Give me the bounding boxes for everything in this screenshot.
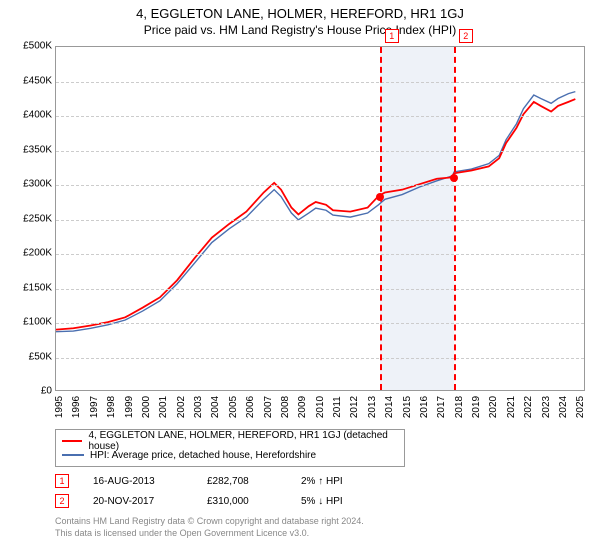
transaction-diff: 2% ↑ HPI bbox=[301, 476, 391, 487]
y-axis-label: £200K bbox=[10, 248, 52, 259]
series-subject bbox=[56, 99, 575, 330]
transaction-price: £310,000 bbox=[207, 496, 277, 507]
y-axis-label: £400K bbox=[10, 110, 52, 121]
transaction-dot bbox=[450, 174, 458, 182]
y-axis-label: £350K bbox=[10, 144, 52, 155]
transaction-number-box: 1 bbox=[55, 474, 69, 488]
y-axis-label: £300K bbox=[10, 179, 52, 190]
chart-title: 4, EGGLETON LANE, HOLMER, HEREFORD, HR1 … bbox=[10, 6, 590, 21]
chart-subtitle: Price paid vs. HM Land Registry's House … bbox=[10, 23, 590, 37]
chart: £0 £50K £100K £150K £200K £250K £300K £350K £400… bbox=[10, 41, 590, 421]
footnote-line: Contains HM Land Registry data © Crown c… bbox=[55, 515, 590, 527]
y-axis-label: £100K bbox=[10, 317, 52, 328]
footnote-line: This data is licensed under the Open Gov… bbox=[55, 527, 590, 539]
legend-swatch bbox=[62, 440, 82, 442]
transactions-table: 1 16-AUG-2013 £282,708 2% ↑ HPI 2 20-NOV-2017… bbox=[55, 471, 590, 511]
footnote: Contains HM Land Registry data © Crown c… bbox=[55, 515, 590, 539]
marker-line bbox=[454, 47, 456, 390]
marker-line bbox=[380, 47, 382, 390]
x-axis-label: 2025 bbox=[562, 396, 590, 418]
transaction-row: 2 20-NOV-2017 £310,000 5% ↓ HPI bbox=[55, 491, 590, 511]
transaction-dot bbox=[376, 193, 384, 201]
transaction-date: 16-AUG-2013 bbox=[93, 476, 183, 487]
y-axis-label: £50K bbox=[10, 351, 52, 362]
transaction-number-box: 2 bbox=[55, 494, 69, 508]
y-axis-label: £150K bbox=[10, 282, 52, 293]
legend-swatch bbox=[62, 454, 84, 456]
transaction-price: £282,708 bbox=[207, 476, 277, 487]
marker-number-box: 2 bbox=[459, 29, 473, 43]
marker-number-box: 1 bbox=[385, 29, 399, 43]
legend: 4, EGGLETON LANE, HOLMER, HEREFORD, HR1 … bbox=[55, 429, 405, 467]
transaction-date: 20-NOV-2017 bbox=[93, 496, 183, 507]
transaction-diff: 5% ↓ HPI bbox=[301, 496, 391, 507]
y-axis-label: £0 bbox=[10, 386, 52, 397]
series-hpi bbox=[56, 92, 575, 332]
transaction-row: 1 16-AUG-2013 £282,708 2% ↑ HPI bbox=[55, 471, 590, 491]
y-axis-label: £500K bbox=[10, 41, 52, 52]
y-axis-label: £450K bbox=[10, 75, 52, 86]
y-axis-label: £250K bbox=[10, 213, 52, 224]
legend-label: HPI: Average price, detached house, Here… bbox=[90, 450, 316, 461]
legend-item: 4, EGGLETON LANE, HOLMER, HEREFORD, HR1 … bbox=[62, 434, 398, 448]
